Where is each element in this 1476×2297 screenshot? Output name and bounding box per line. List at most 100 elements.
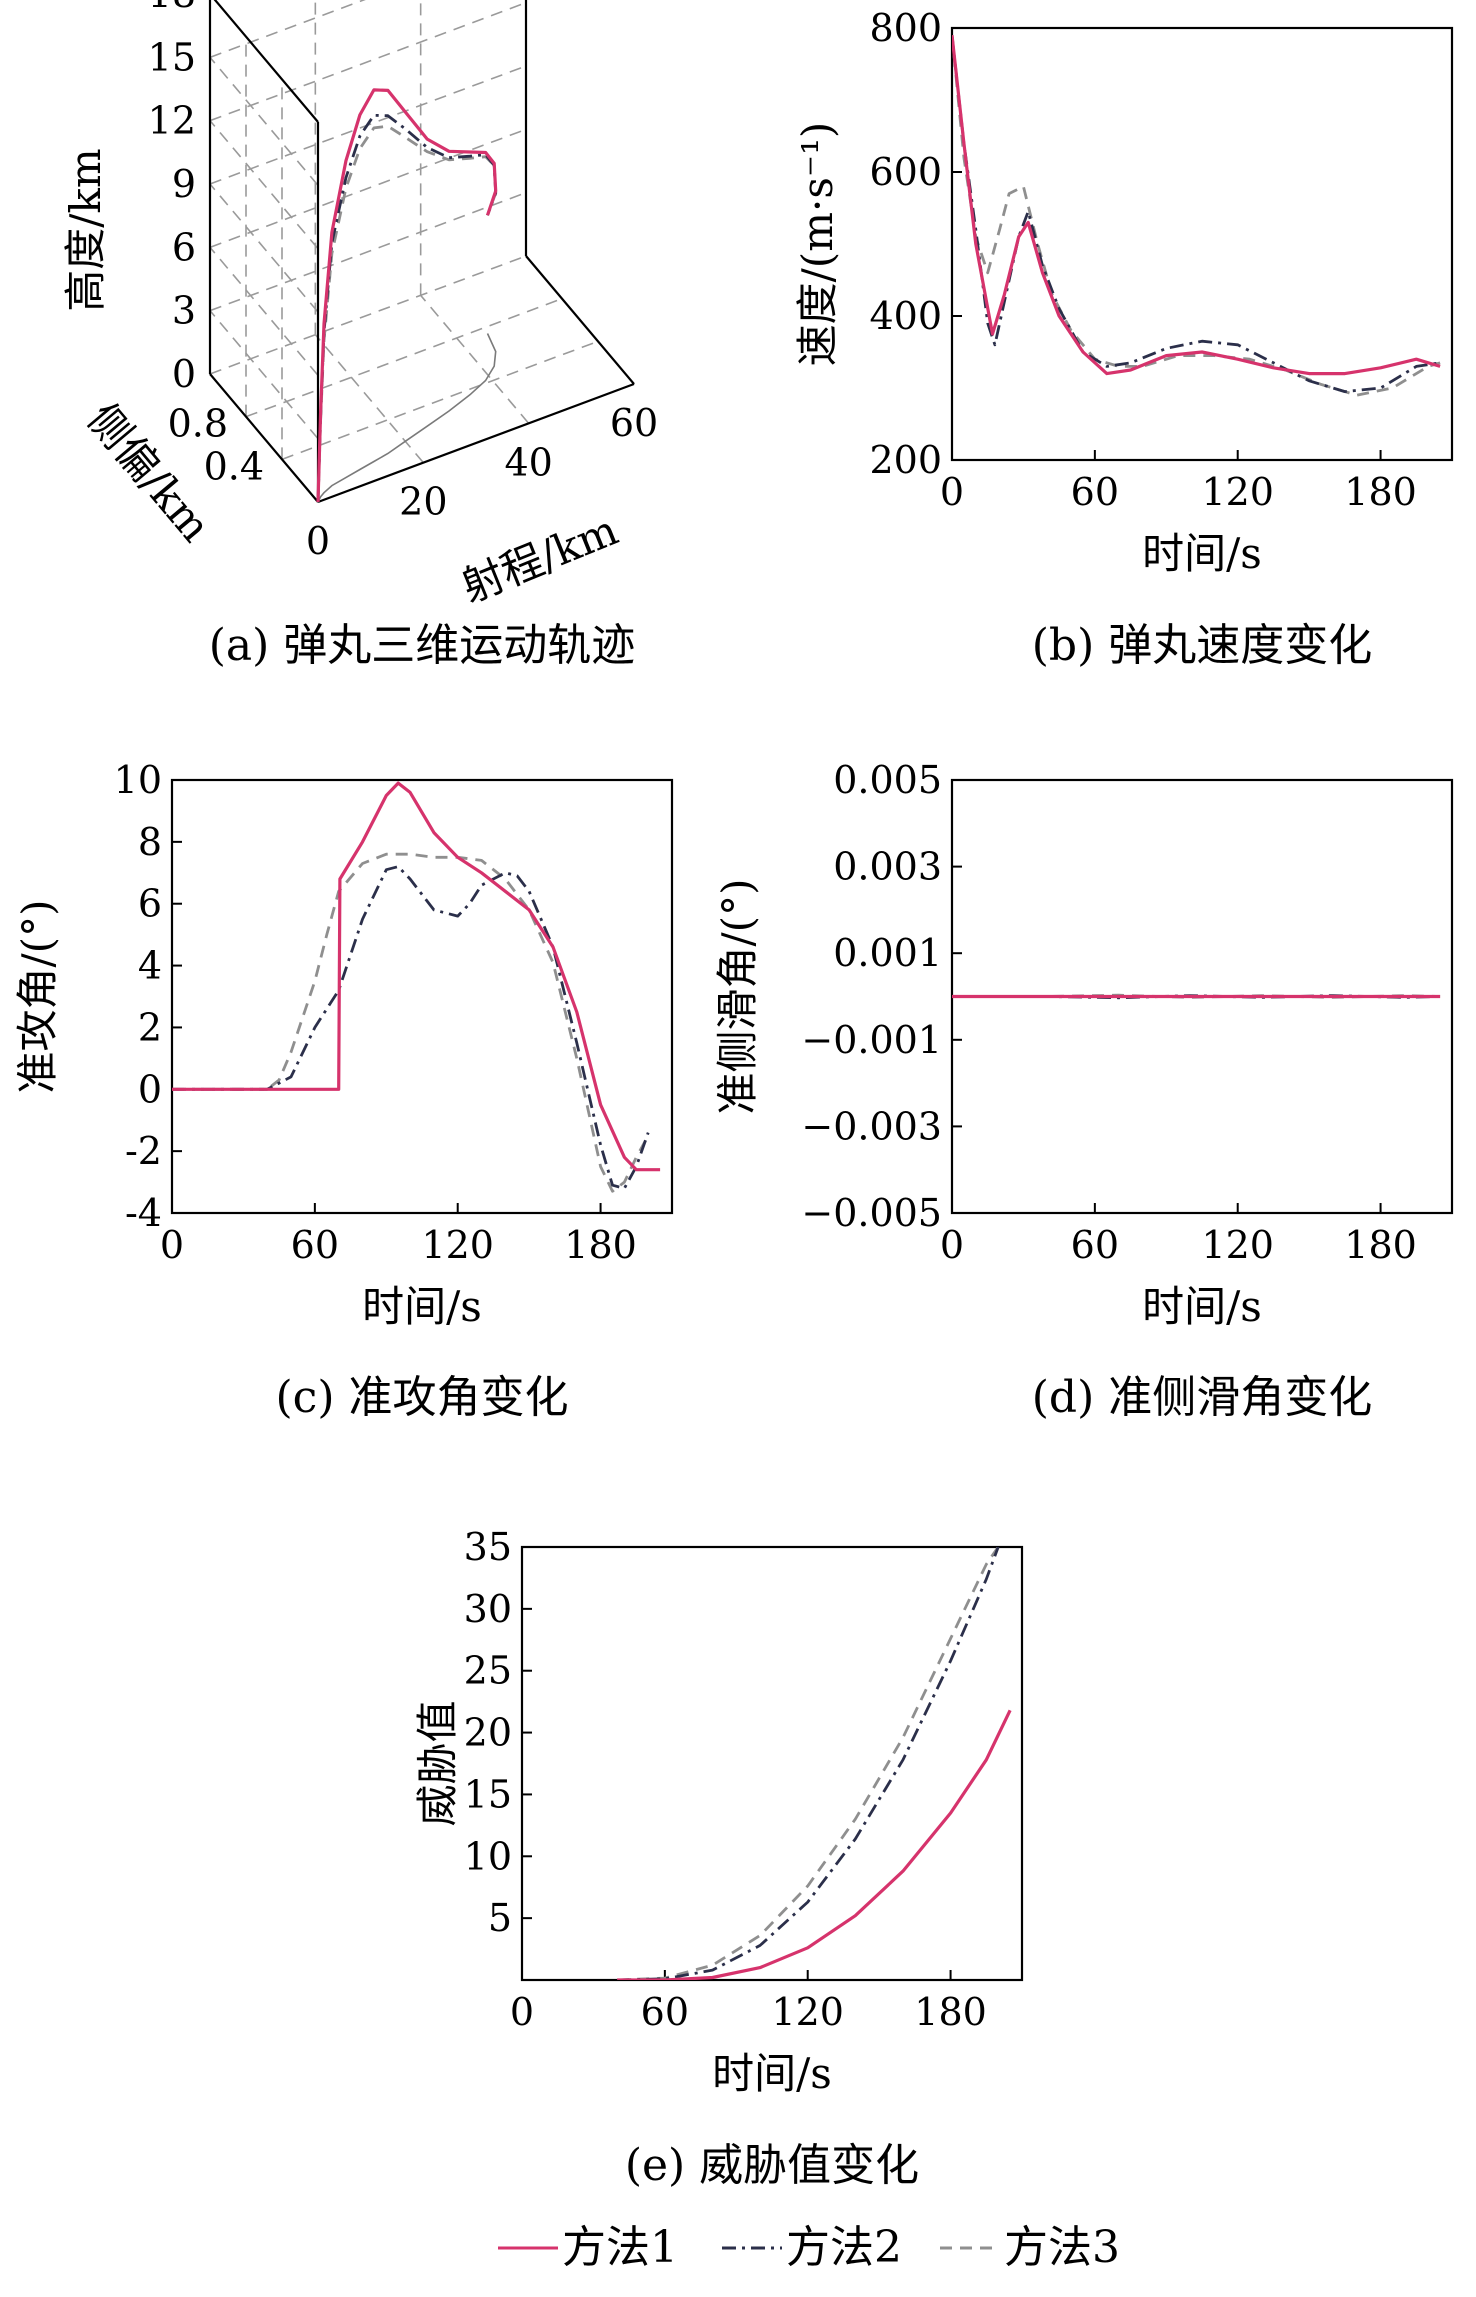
y-tick-label: 400 xyxy=(869,294,942,338)
x-tick-label: 0 xyxy=(160,1223,184,1267)
x-tick-label: 0 xyxy=(940,470,964,514)
y-tick-label: 0.001 xyxy=(833,931,942,975)
x-tick-label: 120 xyxy=(1201,1223,1274,1267)
grid-line xyxy=(209,255,527,375)
z-axis-label: 高度/km xyxy=(61,148,110,311)
y-axis-line xyxy=(209,373,319,503)
caption-c: (c) 准攻角变化 xyxy=(276,1372,569,1423)
x-tick-label: 120 xyxy=(771,1990,844,2034)
legend-label-2: 方法2 xyxy=(786,2222,902,2273)
legend-label-3: 方法3 xyxy=(1004,2222,1120,2273)
x-tick-label: 20 xyxy=(399,480,447,524)
y-tick-label: 10 xyxy=(464,1834,512,1878)
y-axis-label: 准侧滑角/(°) xyxy=(713,879,762,1115)
x-tick-label: 60 xyxy=(610,401,658,445)
grid-line xyxy=(209,310,319,440)
y-axis-label: 速度/(m·s⁻¹) xyxy=(793,122,842,367)
caption-b: (b) 弹丸速度变化 xyxy=(1032,620,1372,671)
caption-a: (a) 弹丸三维运动轨迹 xyxy=(209,620,636,671)
z-tick-label: 3 xyxy=(172,289,196,333)
y-axis-label: 威胁值 xyxy=(413,1700,462,1826)
series-line-3 xyxy=(952,35,1441,397)
x-tick-label: 60 xyxy=(1071,470,1119,514)
grid-line xyxy=(245,297,563,418)
y-tick-label: 200 xyxy=(869,438,942,482)
series-line-1 xyxy=(172,781,661,1172)
y-tick-label: 0.003 xyxy=(833,845,942,889)
grid-line xyxy=(420,294,530,424)
y-tick-label: 2 xyxy=(138,1005,162,1049)
x-tick-label: 120 xyxy=(421,1223,494,1267)
y-tick-label: 30 xyxy=(464,1587,512,1631)
y-tick-label: 0 xyxy=(138,1067,162,1111)
y-tick-label: 15 xyxy=(464,1772,512,1816)
grid-line xyxy=(209,246,319,376)
grid-line xyxy=(209,128,527,249)
legend: 方法1 方法2 方法3 xyxy=(498,2222,1120,2273)
y-tick-label: 0.4 xyxy=(204,444,264,488)
series-line-2 xyxy=(172,865,650,1190)
series-line-2 xyxy=(952,35,1441,393)
grid-line xyxy=(209,1,527,122)
y-tick-label: 25 xyxy=(464,1649,512,1693)
y-tick-label: 35 xyxy=(464,1525,512,1569)
x-axis-label: 时间/s xyxy=(712,2049,832,2098)
y-tick-label: -2 xyxy=(125,1129,162,1173)
y-tick-label: 8 xyxy=(138,820,162,864)
series-line-2 xyxy=(617,1547,1000,1980)
x-tick-label: 0 xyxy=(510,1990,534,2034)
z-tick-label: 9 xyxy=(172,162,196,206)
z-tick-label: 18 xyxy=(148,0,196,16)
y-tick-label: -4 xyxy=(125,1191,162,1235)
legend-label-1: 方法1 xyxy=(562,2222,678,2273)
series-line-3 xyxy=(617,1547,1000,1980)
x-tick-label: 0 xyxy=(940,1223,964,1267)
x-tick-label: 180 xyxy=(914,1990,987,2034)
series-line-1 xyxy=(316,88,498,503)
grid-line xyxy=(209,120,319,250)
y-tick-label: 800 xyxy=(869,6,942,50)
y-axis-label: 准攻角/(°) xyxy=(13,900,62,1094)
y-tick-label: −0.003 xyxy=(801,1104,942,1148)
x-axis-label: 时间/s xyxy=(1142,1282,1262,1331)
chart-c: 0 60 120 180 -4 -2 0 2 4 6 8 10 时间/s 准攻角/(°) xyxy=(13,758,674,1331)
y-tick-label: −0.005 xyxy=(801,1191,942,1235)
z-tick-label: 0 xyxy=(172,352,196,396)
x-tick-label: 0 xyxy=(306,519,330,563)
z-tick-label: 15 xyxy=(148,35,196,79)
y-tick-label: 0.8 xyxy=(168,402,228,446)
y-tick-label: 4 xyxy=(138,944,162,988)
plot-frame-c xyxy=(170,778,674,1215)
box-edge xyxy=(525,255,635,385)
series-line-1 xyxy=(952,35,1441,376)
chart-b: 0 60 120 180 200 400 600 800 时间/s 速度/(m·s⁻¹) xyxy=(793,6,1454,578)
y-tick-label: 10 xyxy=(114,758,162,802)
x-tick-label: 180 xyxy=(1344,470,1417,514)
grid-line xyxy=(314,334,424,464)
y-tick-label: 6 xyxy=(138,882,162,926)
x-tick-label: 60 xyxy=(1071,1223,1119,1267)
chart-d: 0 60 120 180 −0.005 −0.003 −0.001 0.001 0.003 0.0… xyxy=(713,758,1454,1331)
x-axis-label: 时间/s xyxy=(362,1282,482,1331)
y-tick-label: 600 xyxy=(869,150,942,194)
z-tick-label: 12 xyxy=(148,99,196,143)
grid-line xyxy=(209,183,319,313)
x-tick-label: 180 xyxy=(1344,1223,1417,1267)
series-line-1 xyxy=(617,1709,1012,1980)
x-tick-label: 120 xyxy=(1201,470,1274,514)
grid-line xyxy=(209,56,319,186)
x-tick-label: 180 xyxy=(564,1223,637,1267)
caption-d: (d) 准侧滑角变化 xyxy=(1032,1372,1372,1423)
x-axis-label: 时间/s xyxy=(1142,529,1262,578)
y-tick-label: 0.005 xyxy=(833,758,942,802)
plot-frame-e xyxy=(520,1545,1024,1982)
y-tick-label: 5 xyxy=(488,1896,512,1940)
x-tick-label: 60 xyxy=(641,1990,689,2034)
grid-line xyxy=(209,191,527,312)
ground-track xyxy=(317,333,497,503)
chart-e: 0 60 120 180 5 10 15 20 25 30 35 时间/s 威胁值 xyxy=(413,1525,1024,2098)
plot-frame-b xyxy=(950,26,1454,462)
x-axis-line xyxy=(317,382,635,504)
